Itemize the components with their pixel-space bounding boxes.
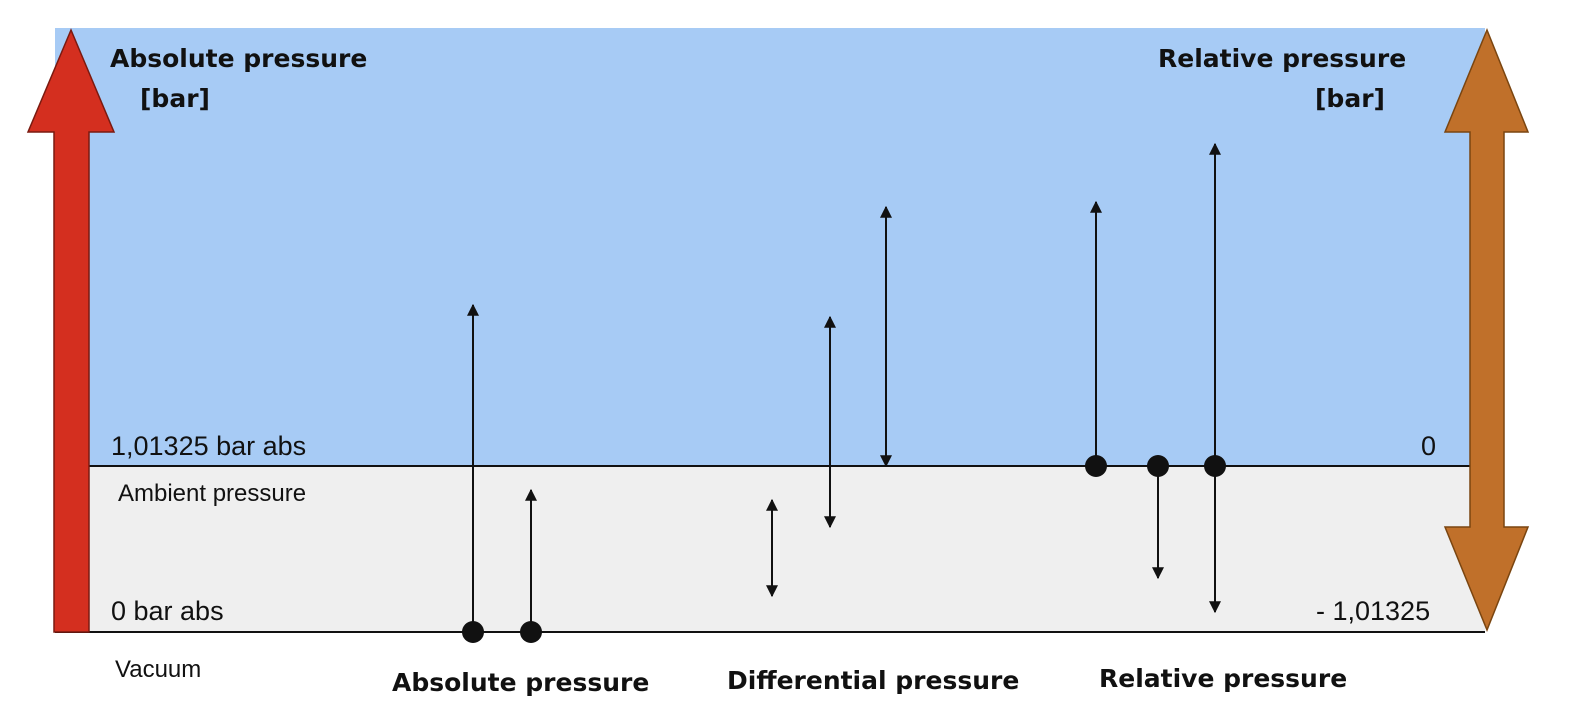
relative-origin-dot-3 bbox=[1204, 455, 1226, 477]
ambient-value-rel: 0 bbox=[1421, 431, 1437, 461]
relative-pressure-axis-arrow bbox=[1443, 28, 1530, 633]
group-label-differential: Differential pressure bbox=[727, 666, 1020, 695]
group-label-relative: Relative pressure bbox=[1099, 664, 1348, 693]
zero-value-rel: - 1,01325 bbox=[1316, 596, 1431, 626]
relative-axis-title: Relative pressure bbox=[1158, 44, 1407, 73]
ambient-pressure-label: Ambient pressure bbox=[118, 480, 307, 507]
absolute-origin-dot-1 bbox=[462, 621, 484, 643]
vacuum-label: Vacuum bbox=[115, 656, 202, 683]
absolute-axis-unit: [bar] bbox=[140, 84, 210, 113]
relative-axis-unit: [bar] bbox=[1315, 84, 1385, 113]
absolute-origin-dot-2 bbox=[520, 621, 542, 643]
overpressure-region bbox=[55, 28, 1485, 466]
ambient-value-abs: 1,01325 bar abs bbox=[111, 431, 307, 461]
relative-origin-dot-1 bbox=[1085, 455, 1107, 477]
zero-value-abs: 0 bar abs bbox=[111, 596, 224, 626]
group-label-absolute: Absolute pressure bbox=[392, 668, 650, 697]
absolute-axis-title: Absolute pressure bbox=[110, 44, 368, 73]
absolute-pressure-axis-arrow bbox=[26, 28, 116, 633]
relative-origin-dot-2 bbox=[1147, 455, 1169, 477]
